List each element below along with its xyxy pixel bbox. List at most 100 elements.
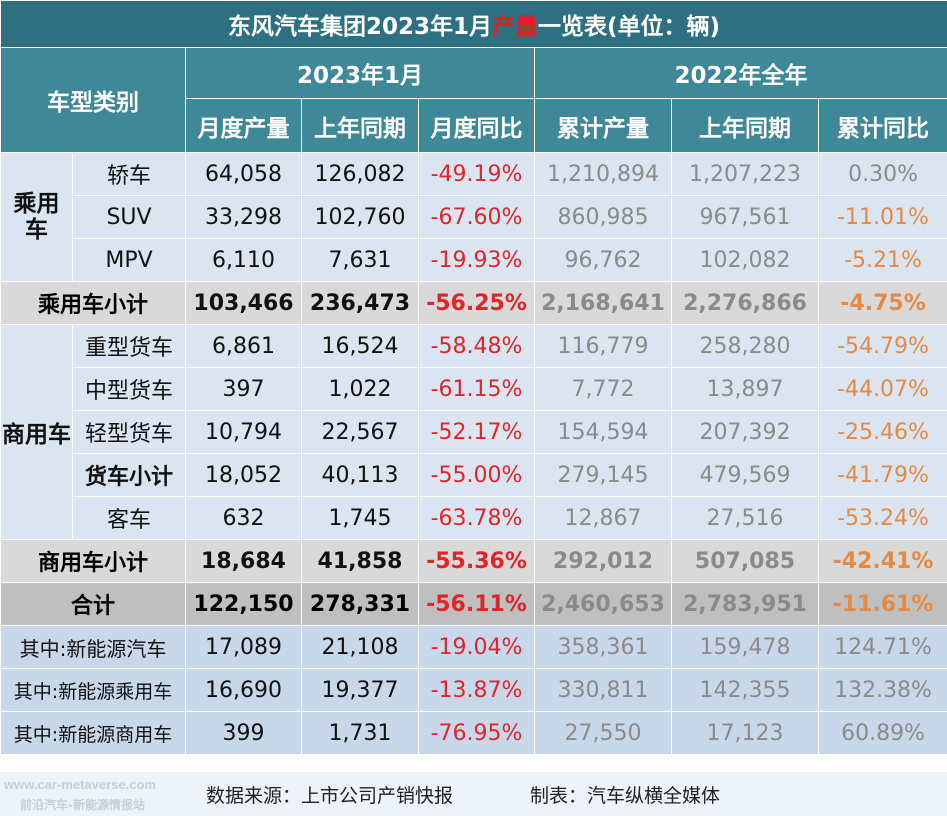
cell: 60.89% [817,711,947,755]
row-label: 重型货车 [72,324,186,368]
cell: 6,861 [185,324,302,368]
cell: -19.93% [418,238,535,282]
table-row: 商用车 重型货车 6,861 16,524 -58.48% 116,779 25… [0,324,947,540]
row-label: 其中:新能源乘用车 [0,668,186,712]
month-group-header: 2023年1月 [185,47,535,99]
cell: 207,392 [671,410,819,454]
cell: -63.78% [418,496,535,540]
cell: 40,113 [301,453,419,497]
footer-bar [0,772,947,816]
cell: -42.41% [817,539,947,583]
cell: 236,473 [301,281,419,325]
cell: -11.61% [817,582,947,626]
cell: 159,478 [671,625,819,669]
cell: 17,123 [671,711,819,755]
row-label: 中型货车 [72,367,186,411]
title-row: 东风汽车集团2023年1月产量一览表(单位：辆) [0,0,947,48]
nev-row: 其中:新能源汽车 17,089 21,108 -19.04% 358,361 1… [0,625,947,669]
cell: 33,298 [185,195,302,239]
cell: -56.25% [418,281,535,325]
cell: 1,745 [301,496,419,540]
table-row: MPV 6,110 7,631 -19.93% 96,762 102,082 -… [1,238,947,282]
cell: -76.95% [418,711,535,755]
cell: 126,082 [301,152,419,196]
cell: 17,089 [185,625,302,669]
watermark-name: 前沿汽车-新能源情报站 [20,798,145,812]
cell: -19.04% [418,625,535,669]
table-maker: 制表：汽车纵横全媒体 [530,785,721,807]
cell: 278,331 [301,582,419,626]
cell: 399 [185,711,302,755]
col-header: 累计产量 [534,98,672,153]
cell: 13,897 [671,367,819,411]
cell: 358,361 [534,625,672,669]
cell: 967,561 [671,195,819,239]
row-label: 其中:新能源汽车 [0,625,186,669]
cell: 632 [185,496,302,540]
group-passenger: 乘用 车 [0,152,73,282]
cell: -56.11% [418,582,535,626]
header-row-2: 月度产量 上年同期 月度同比 累计产量 上年同期 累计同比 [1,98,947,153]
cell: 64,058 [185,152,302,196]
cell: 330,811 [534,668,672,712]
cell: -4.75% [817,281,947,325]
cell: 292,012 [534,539,672,583]
cell: 27,516 [671,496,819,540]
year-group-header: 2022年全年 [533,47,947,99]
subtotal-row: 乘用车小计 103,466 236,473 -56.25% 2,168,641 … [0,281,947,325]
cell: 7,772 [534,367,672,411]
cell: -58.48% [418,324,535,368]
cell: -61.15% [418,367,535,411]
cell: -67.60% [418,195,535,239]
total-row: 合计 122,150 278,331 -56.11% 2,460,653 2,7… [0,582,947,626]
table-row: SUV 33,298 102,760 -67.60% 860,985 967,5… [1,195,947,239]
row-label: 其中:新能源商用车 [0,711,186,755]
cell: 19,377 [301,668,419,712]
group-commercial: 商用车 [0,324,73,540]
nev-row: 其中:新能源乘用车 16,690 19,377 -13.87% 330,811 … [0,668,947,712]
nev-row: 其中:新能源商用车 399 1,731 -76.95% 27,550 17,12… [0,711,947,755]
cell: 7,631 [301,238,419,282]
col-header: 上年同期 [301,98,419,153]
cell: 860,985 [534,195,672,239]
cell: -41.79% [817,453,947,497]
cell: -53.24% [817,496,947,540]
data-source: 数据来源：上市公司产销快报 [206,785,454,807]
cell: 102,082 [671,238,819,282]
cell: 2,276,866 [671,281,819,325]
col-header: 上年同期 [671,98,819,153]
cell: -55.36% [418,539,535,583]
cell: 41,858 [301,539,419,583]
table-title: 东风汽车集团2023年1月产量一览表(单位：辆) [0,0,947,48]
cell: 16,524 [301,324,419,368]
cell: 22,567 [301,410,419,454]
cell: 10,794 [185,410,302,454]
cell: 12,867 [534,496,672,540]
cell: 258,280 [671,324,819,368]
cell: -52.17% [418,410,535,454]
cell: -54.79% [817,324,947,368]
cell: 507,085 [671,539,819,583]
cell: 2,783,951 [671,582,819,626]
cell: 102,760 [301,195,419,239]
col-header: 累计同比 [817,98,947,153]
cell: 142,355 [671,668,819,712]
table-row: 货车小计 18,052 40,113 -55.00% 279,145 479,5… [1,453,947,497]
cell: 1,731 [301,711,419,755]
cell: 279,145 [534,453,672,497]
row-label: MPV [72,238,186,282]
row-label: 轻型货车 [72,410,186,454]
cell: -13.87% [418,668,535,712]
cell: -5.21% [817,238,947,282]
title-prefix: 东风汽车集团2023年1月 [228,14,493,40]
row-label: 客车 [72,496,186,540]
cell: 103,466 [185,281,302,325]
cell: -49.19% [418,152,535,196]
table-row: 乘用 车 轿车 64,058 126,082 -49.19% 1,210,894… [0,152,947,282]
cell: 2,168,641 [534,281,672,325]
cell: 16,690 [185,668,302,712]
cell: 2,460,653 [534,582,672,626]
cell: 21,108 [301,625,419,669]
row-label: 合计 [0,582,186,626]
